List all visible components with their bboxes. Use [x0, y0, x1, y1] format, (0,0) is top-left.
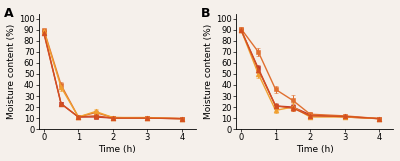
Y-axis label: Moisture content (%): Moisture content (%)	[7, 24, 16, 119]
X-axis label: Time (h): Time (h)	[98, 145, 136, 154]
Text: B: B	[201, 8, 211, 20]
Y-axis label: Moisture content (%): Moisture content (%)	[204, 24, 213, 119]
X-axis label: Time (h): Time (h)	[296, 145, 333, 154]
Text: A: A	[4, 8, 14, 20]
